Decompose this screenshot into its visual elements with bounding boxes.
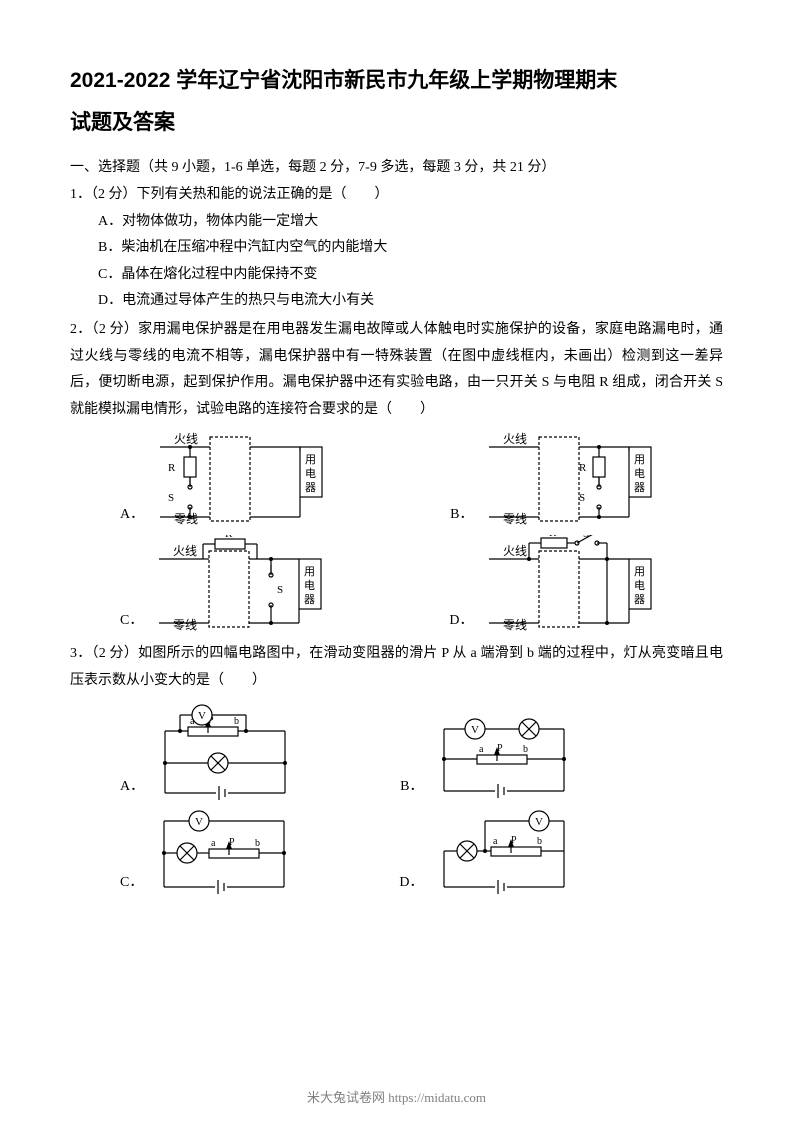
svg-text:R: R xyxy=(225,535,233,540)
q2-diagram-D: D． 火线零线 用电器 R S xyxy=(449,535,659,635)
q2-B-label: B． xyxy=(450,503,473,529)
svg-text:火线: 火线 xyxy=(174,432,198,446)
q2-diagram-A: A． 火线零线 用电器 R S xyxy=(120,429,330,529)
q3-diagram-C: C． Va Pb xyxy=(120,807,299,897)
title-line1: 2021-2022 学年辽宁省沈阳市新民市九年级上学期物理期末 xyxy=(70,69,617,92)
q3-stem: 3．（2 分）如图所示的四幅电路图中，在滑动变阻器的滑片 P 从 a 端滑到 b… xyxy=(70,641,723,694)
svg-text:用: 用 xyxy=(634,454,645,466)
doc-title: 2021-2022 学年辽宁省沈阳市新民市九年级上学期物理期末 试题及答案 xyxy=(70,60,723,144)
svg-text:P: P xyxy=(229,837,235,848)
svg-text:V: V xyxy=(198,710,206,722)
svg-text:器: 器 xyxy=(304,593,315,606)
svg-text:火线: 火线 xyxy=(503,432,527,446)
q2-circuit-D-svg: 火线零线 用电器 R S xyxy=(479,535,659,635)
svg-text:a: a xyxy=(211,838,216,849)
page-footer: 米大兔试卷网 https://midatu.com xyxy=(0,1087,793,1106)
svg-text:a: a xyxy=(493,836,498,847)
q2-C-label: C． xyxy=(120,609,143,635)
svg-text:电: 电 xyxy=(304,579,315,592)
svg-text:b: b xyxy=(523,744,528,755)
q3-diagram-B: B． Va Pb xyxy=(400,711,579,801)
q2-diagram-C: C． 火线零线 R 用电器 S xyxy=(120,535,329,635)
q3-circuit-D-svg: a PbV xyxy=(429,807,579,897)
q1-stem: 1．（2 分）下列有关热和能的说法正确的是（ ） xyxy=(70,182,723,209)
q3-diagram-D: D． a PbV xyxy=(399,807,579,897)
svg-text:b: b xyxy=(234,716,239,727)
svg-text:器: 器 xyxy=(305,481,316,494)
svg-text:电: 电 xyxy=(634,467,645,480)
svg-text:零线: 零线 xyxy=(174,512,198,526)
svg-text:零线: 零线 xyxy=(503,512,527,526)
q3-circuit-A-svg: abPV xyxy=(150,701,300,801)
svg-text:S: S xyxy=(168,492,174,504)
svg-text:R: R xyxy=(549,535,557,539)
q1-optD: D．电流通过导体产生的热只与电流大小有关 xyxy=(70,288,723,315)
q2-D-label: D． xyxy=(449,609,473,635)
q1-optA: A．对物体做功，物体内能一定增大 xyxy=(70,209,723,236)
section-1-header: 一、选择题（共 9 小题，1-6 单选，每题 2 分，7-9 多选，每题 3 分… xyxy=(70,156,723,176)
svg-text:R: R xyxy=(579,462,587,474)
svg-text:火线: 火线 xyxy=(173,544,197,558)
svg-text:V: V xyxy=(195,816,203,828)
q3-circuit-C-svg: Va Pb xyxy=(149,807,299,897)
svg-text:a: a xyxy=(479,744,484,755)
q2-diagram-B: B． 火线零线 用电器 R S xyxy=(450,429,659,529)
q1-optB: B．柴油机在压缩冲程中汽缸内空气的内能增大 xyxy=(70,235,723,262)
svg-text:器: 器 xyxy=(634,481,645,494)
q2-circuit-A-svg: 火线零线 用电器 R S xyxy=(150,429,330,529)
svg-text:零线: 零线 xyxy=(173,618,197,632)
svg-text:P: P xyxy=(497,743,503,754)
svg-text:火线: 火线 xyxy=(503,544,527,558)
svg-text:b: b xyxy=(255,838,260,849)
q3-A-label: A． xyxy=(120,775,144,801)
q2-A-label: A． xyxy=(120,503,144,529)
q3-D-label: D． xyxy=(399,871,423,897)
q2-stem: 2．（2 分）家用漏电保护器是在用电器发生漏电故障或人体触电时实施保护的设备，家… xyxy=(70,317,723,423)
svg-text:器: 器 xyxy=(634,593,645,606)
q1-optC: C．晶体在熔化过程中内能保持不变 xyxy=(70,262,723,289)
svg-text:R: R xyxy=(168,462,176,474)
title-line2: 试题及答案 xyxy=(70,111,175,134)
svg-text:b: b xyxy=(537,836,542,847)
svg-text:电: 电 xyxy=(305,467,316,480)
svg-text:用: 用 xyxy=(304,566,315,578)
q2-circuit-C-svg: 火线零线 R 用电器 S xyxy=(149,535,329,635)
q3-C-label: C． xyxy=(120,871,143,897)
svg-text:S: S xyxy=(583,535,589,540)
svg-text:电: 电 xyxy=(634,579,645,592)
svg-text:V: V xyxy=(535,816,543,828)
q2-circuit-B-svg: 火线零线 用电器 R S xyxy=(479,429,659,529)
q3-circuit-B-svg: Va Pb xyxy=(429,711,579,801)
svg-text:用: 用 xyxy=(634,566,645,578)
q3-B-label: B． xyxy=(400,775,423,801)
q3-diagram-A: A． abPV xyxy=(120,701,300,801)
svg-text:V: V xyxy=(471,724,479,736)
svg-text:P: P xyxy=(511,835,517,846)
svg-text:S: S xyxy=(579,492,585,504)
svg-text:S: S xyxy=(277,584,283,596)
svg-text:用: 用 xyxy=(305,454,316,466)
svg-text:零线: 零线 xyxy=(503,618,527,632)
